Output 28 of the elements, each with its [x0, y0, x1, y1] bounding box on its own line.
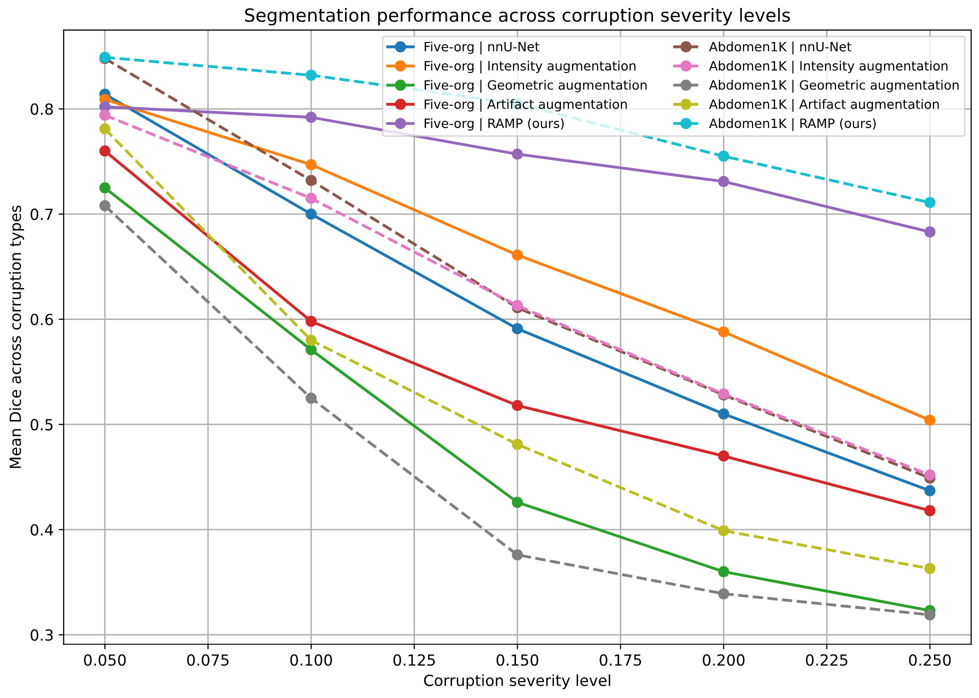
- y-tick-label: 0.4: [30, 524, 54, 536]
- legend-label: Abdomen1K | nnU-Net: [709, 42, 852, 54]
- x-tick-label: 0.150: [496, 654, 538, 666]
- x-tick-label: 0.100: [290, 654, 332, 666]
- x-tick-label: 0.075: [187, 654, 229, 666]
- legend-label: Abdomen1K | Geometric augmentation: [709, 80, 959, 93]
- y-tick-label: 0.7: [30, 208, 53, 220]
- x-tick-label: 0.175: [600, 654, 642, 666]
- x-tick-label: 0.225: [806, 654, 848, 666]
- y-tick-label: 0.6: [30, 314, 53, 326]
- x-tick-label: 0.250: [909, 654, 951, 666]
- legend-label: Five-org | Intensity augmentation: [424, 60, 636, 74]
- y-tick-label: 0.3: [30, 629, 53, 641]
- y-tick-label: 0.5: [30, 418, 53, 430]
- legend-label: Abdomen1K | Artifact augmentation: [709, 99, 939, 112]
- legend-label: Five-org | Geometric augmentation: [424, 80, 647, 93]
- x-tick-label: 0.200: [702, 654, 745, 666]
- chart-title: Segmentation performance across corruption severity levels: [245, 8, 790, 26]
- legend-label: Five-org | nnU-Net: [424, 42, 540, 54]
- y-axis-title: Mean Dice across corruption types: [9, 206, 24, 468]
- legend-label: Abdomen1K | RAMP (ours): [709, 118, 876, 131]
- x-axis-title: Corruption severity level: [424, 674, 610, 690]
- legend-label: Abdomen1K | Intensity augmentation: [709, 60, 948, 74]
- y-tick-label: 0.8: [30, 103, 53, 115]
- x-tick-label: 0.125: [393, 654, 435, 666]
- x-tick-label: 0.050: [84, 654, 126, 666]
- legend-label: Five-org | Artifact augmentation: [424, 99, 627, 112]
- legend-label: Five-org | RAMP (ours): [424, 118, 564, 131]
